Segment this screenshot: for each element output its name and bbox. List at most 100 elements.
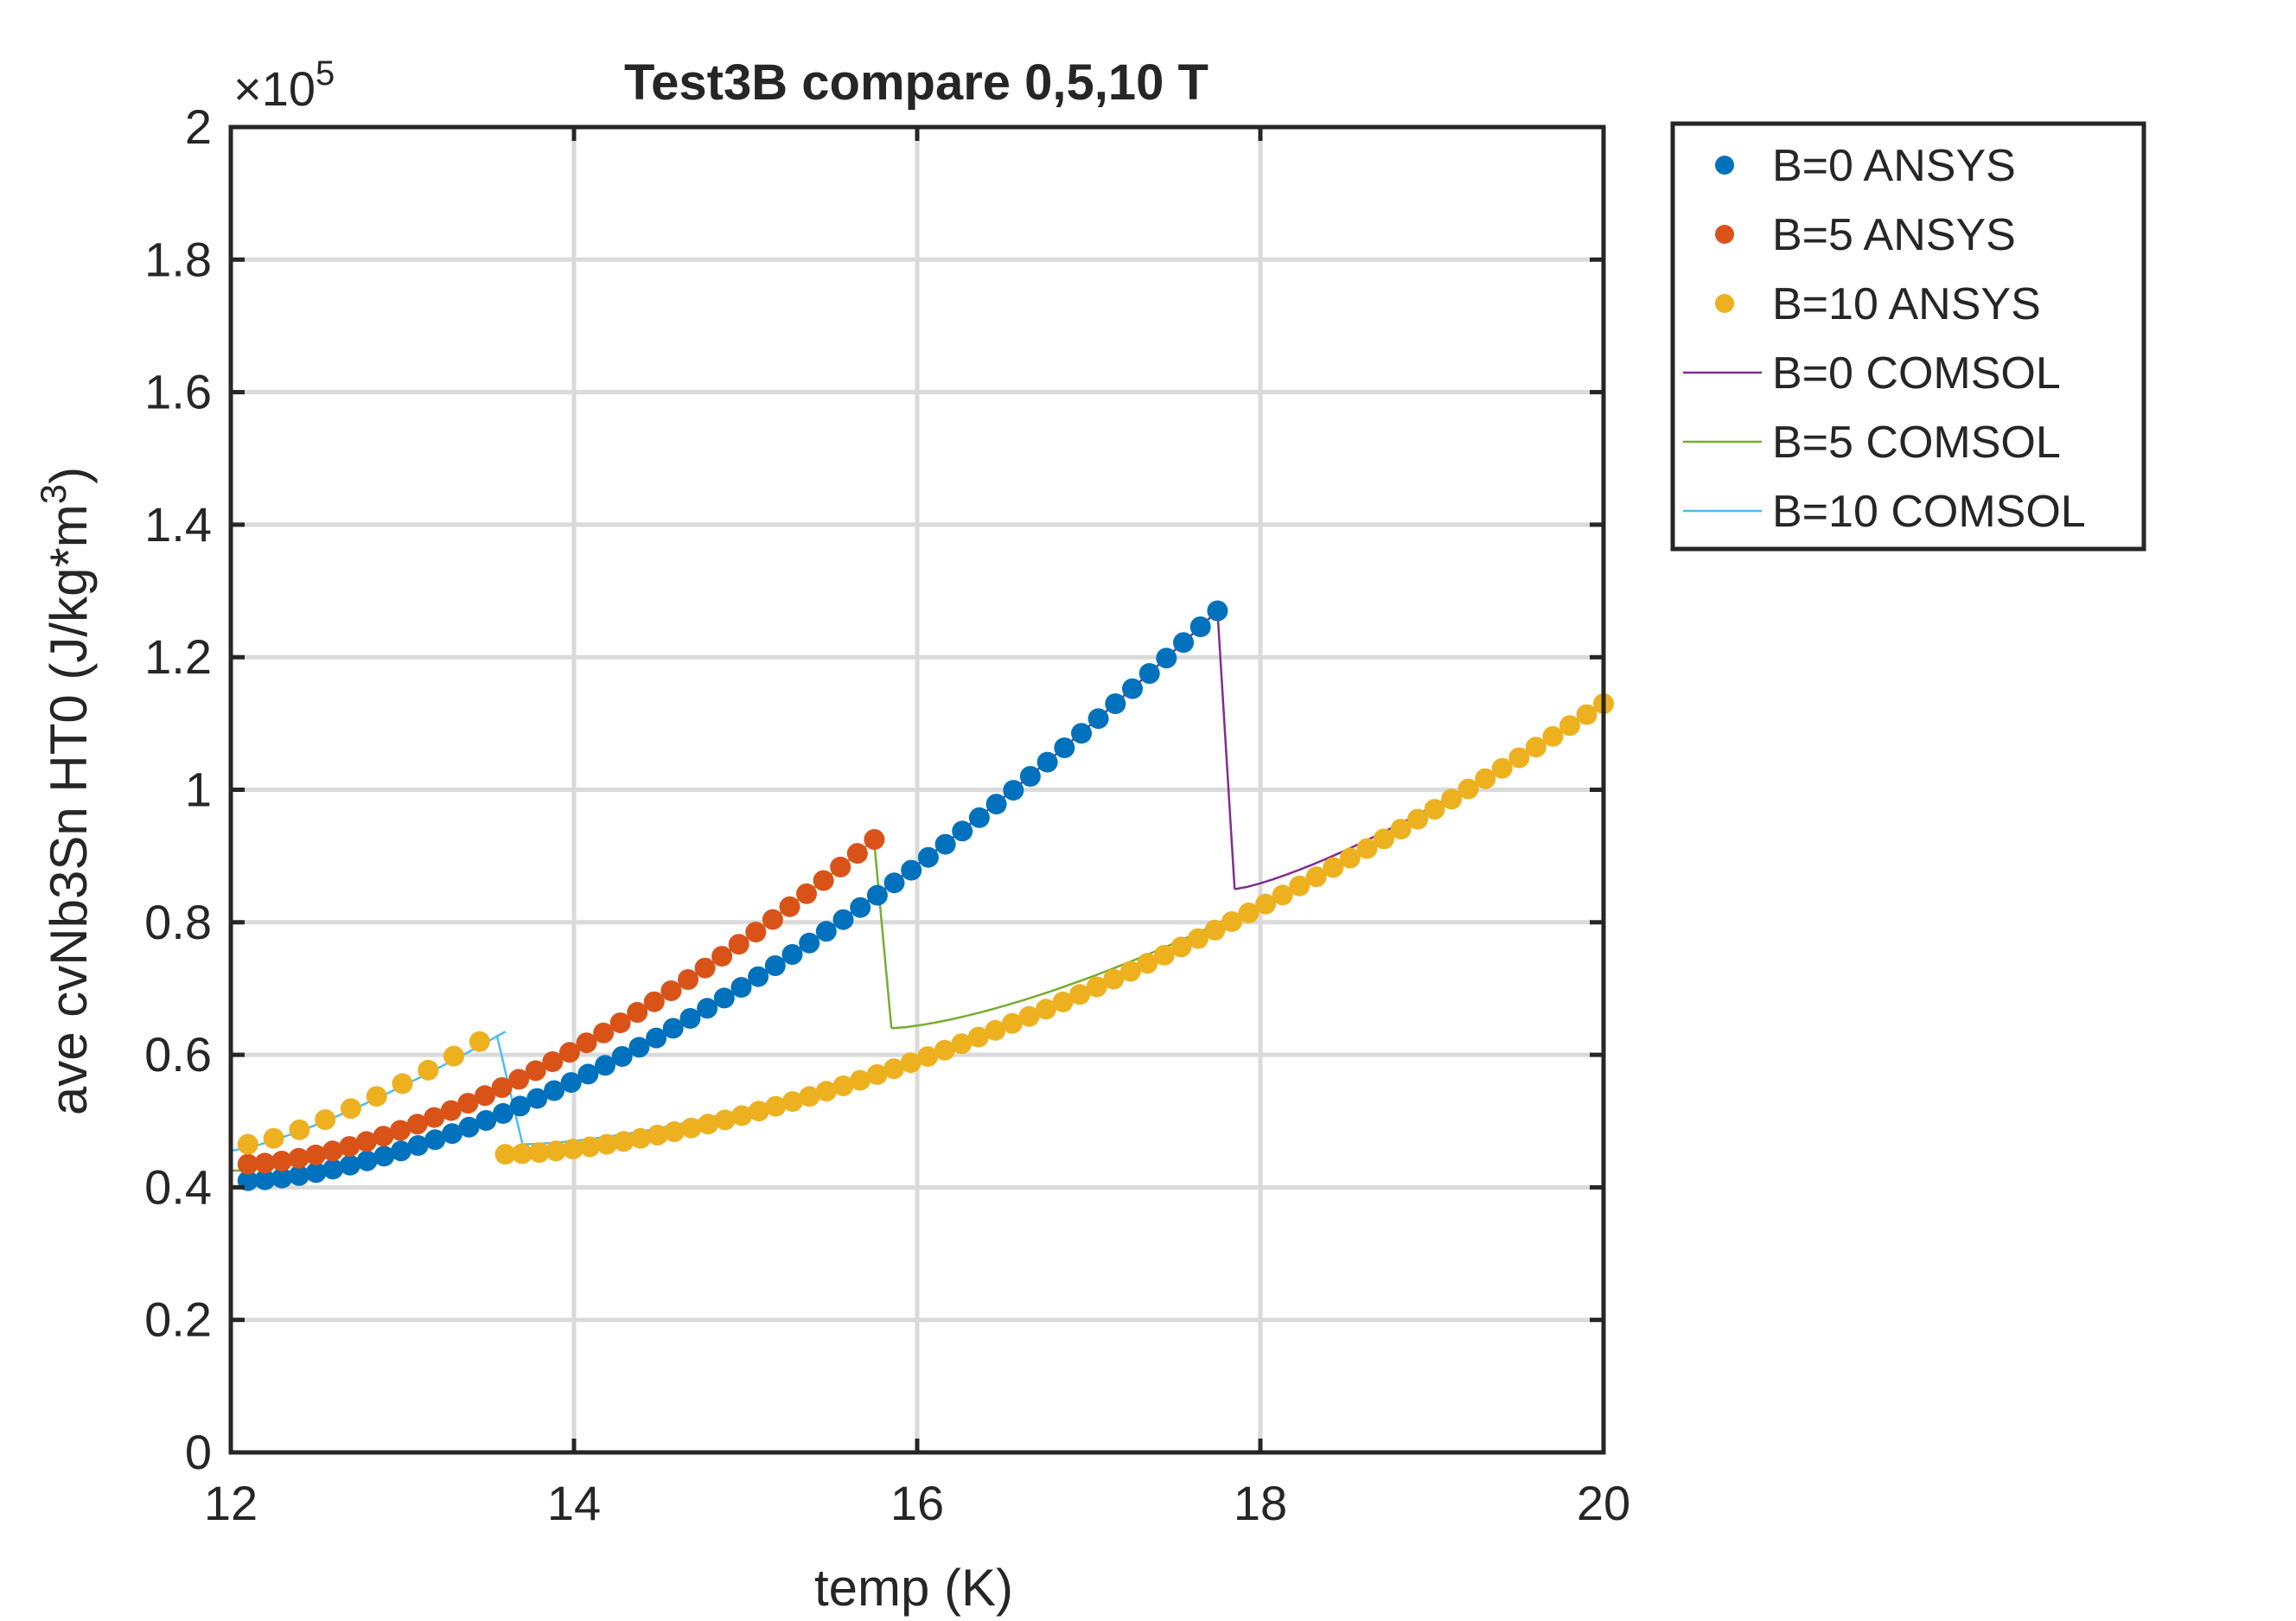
data-point-b-0-ansys — [764, 955, 786, 976]
data-point-b-0-ansys — [1087, 708, 1109, 730]
y-tick-label: 1 — [185, 763, 212, 817]
data-point-b-0-ansys — [442, 1123, 462, 1145]
data-point-b-10-ansys — [1289, 875, 1311, 897]
data-point-b-10-ansys — [1525, 737, 1547, 758]
data-point-b-10-ansys — [237, 1133, 258, 1155]
y-tick-label: 1.4 — [144, 497, 212, 552]
data-point-b-0-ansys — [560, 1072, 582, 1094]
data-point-b-10-ansys — [469, 1031, 490, 1052]
data-point-b-10-ansys — [613, 1131, 635, 1152]
data-point-b-10-ansys — [443, 1045, 464, 1067]
data-point-b-0-ansys — [799, 932, 820, 954]
x-tick-label: 20 — [1577, 1476, 1630, 1530]
data-point-b-10-ansys — [1170, 936, 1192, 958]
data-point-b-0-ansys — [611, 1046, 633, 1067]
data-point-b-0-ansys — [917, 846, 939, 868]
data-point-b-10-ansys — [1424, 799, 1445, 820]
data-point-b-10-ansys — [832, 1075, 854, 1096]
data-point-b-5-ansys — [728, 934, 749, 955]
data-point-b-5-ansys — [796, 883, 817, 904]
data-point-b-0-ansys — [850, 897, 871, 918]
series-markers — [237, 600, 1614, 1191]
data-point-b-10-ansys — [545, 1140, 567, 1162]
data-point-b-0-ansys — [1036, 751, 1058, 773]
data-point-b-0-ansys — [1156, 648, 1177, 669]
data-point-b-10-ansys — [418, 1059, 439, 1081]
data-point-b-5-ansys — [609, 1012, 631, 1034]
data-point-b-0-ansys — [356, 1150, 378, 1171]
data-point-b-0-ansys — [1003, 780, 1024, 801]
data-point-b-0-ansys — [985, 794, 1007, 815]
data-point-b-0-ansys — [1122, 678, 1143, 699]
data-point-b-10-ansys — [512, 1143, 533, 1165]
data-point-b-10-ansys — [1137, 953, 1158, 974]
data-point-b-0-ansys — [424, 1129, 446, 1151]
data-point-b-10-ansys — [1103, 968, 1125, 990]
data-point-b-0-ansys — [1207, 600, 1228, 622]
data-point-b-0-ansys — [832, 909, 854, 930]
legend-label-b-0-comsol: B=0 COMSOL — [1772, 348, 2061, 399]
data-point-b-5-ansys — [643, 991, 665, 1012]
data-point-b-0-ansys — [544, 1080, 564, 1101]
data-point-b-10-ansys — [765, 1095, 787, 1117]
data-point-b-5-ansys — [390, 1120, 411, 1141]
tick-labels: 12 14 16 18 20 0 0.2 0.4 0.6 0.8 1 1.2 1.4 1.6 1.8 2 — [144, 99, 1630, 1530]
data-point-b-10-ansys — [934, 1039, 955, 1061]
data-point-b-0-ansys — [934, 833, 956, 855]
data-point-b-10-ansys — [1542, 725, 1564, 747]
data-point-b-0-ansys — [458, 1116, 480, 1138]
legend-label-b-5-ansys: B=5 ANSYS — [1772, 210, 2016, 260]
data-point-b-10-ansys — [630, 1127, 651, 1149]
data-point-b-0-ansys — [475, 1110, 497, 1131]
data-point-b-10-ansys — [1153, 944, 1175, 966]
data-point-b-10-ansys — [1069, 984, 1091, 1005]
data-point-b-0-ansys — [952, 820, 973, 842]
data-point-b-10-ansys — [680, 1117, 702, 1139]
y-tick-label: 0.4 — [144, 1159, 212, 1214]
axis-ticks — [228, 124, 1606, 1455]
data-point-b-0-ansys — [1189, 616, 1211, 637]
legend: B=0 ANSYS B=5 ANSYS B=10 ANSYS B=0 COMSOL B=… — [1670, 121, 2146, 552]
data-point-b-10-ansys — [1475, 768, 1496, 789]
data-point-b-10-ansys — [392, 1073, 413, 1094]
y-axis-label: ave cvNb3Sn HT0 (J/kg*m3) — [33, 467, 98, 1115]
data-point-b-5-ansys — [660, 980, 682, 1001]
data-point-b-5-ansys — [779, 896, 800, 917]
data-point-b-5-ansys — [593, 1022, 615, 1043]
chart-title: Test3B compare 0,5,10 T — [624, 54, 1209, 111]
data-point-b-10-ansys — [1457, 778, 1479, 800]
data-point-b-10-ansys — [1255, 893, 1277, 915]
y-tick-label: 2 — [185, 99, 212, 154]
data-point-b-10-ansys — [1001, 1012, 1023, 1034]
data-point-b-0-ansys — [883, 872, 905, 894]
data-point-b-0-ansys — [493, 1102, 513, 1124]
data-point-b-0-ansys — [1138, 663, 1160, 684]
data-point-b-10-ansys — [1238, 902, 1260, 923]
data-point-b-5-ansys — [627, 1002, 648, 1023]
data-point-b-5-ansys — [813, 870, 834, 891]
series-jump-b-5-comsol — [873, 842, 893, 1029]
data-point-b-5-ansys — [355, 1131, 377, 1152]
data-point-b-10-ansys — [596, 1133, 617, 1155]
data-point-b-0-ansys — [901, 859, 922, 881]
data-point-b-5-ansys — [576, 1032, 597, 1054]
data-point-b-10-ansys — [1339, 847, 1361, 869]
data-point-b-10-ansys — [1086, 976, 1107, 998]
data-point-b-0-ansys — [1054, 737, 1075, 758]
data-point-b-5-ansys — [694, 957, 716, 979]
data-point-b-10-ansys — [1508, 747, 1530, 769]
data-point-b-5-ansys — [254, 1152, 276, 1174]
y-tick-label: 0.8 — [144, 895, 212, 949]
data-point-b-10-ansys — [1559, 715, 1580, 737]
data-point-b-0-ansys — [288, 1165, 309, 1186]
data-point-b-5-ansys — [457, 1093, 479, 1114]
data-point-b-5-ansys — [525, 1060, 546, 1082]
data-point-b-5-ansys — [373, 1126, 394, 1147]
data-point-b-10-ansys — [1441, 788, 1463, 810]
y-tick-label: 1.2 — [144, 629, 212, 684]
data-point-b-0-ansys — [595, 1055, 615, 1076]
data-point-b-0-ansys — [509, 1095, 531, 1117]
data-point-b-10-ansys — [1036, 999, 1056, 1020]
data-point-b-10-ansys — [528, 1142, 550, 1164]
